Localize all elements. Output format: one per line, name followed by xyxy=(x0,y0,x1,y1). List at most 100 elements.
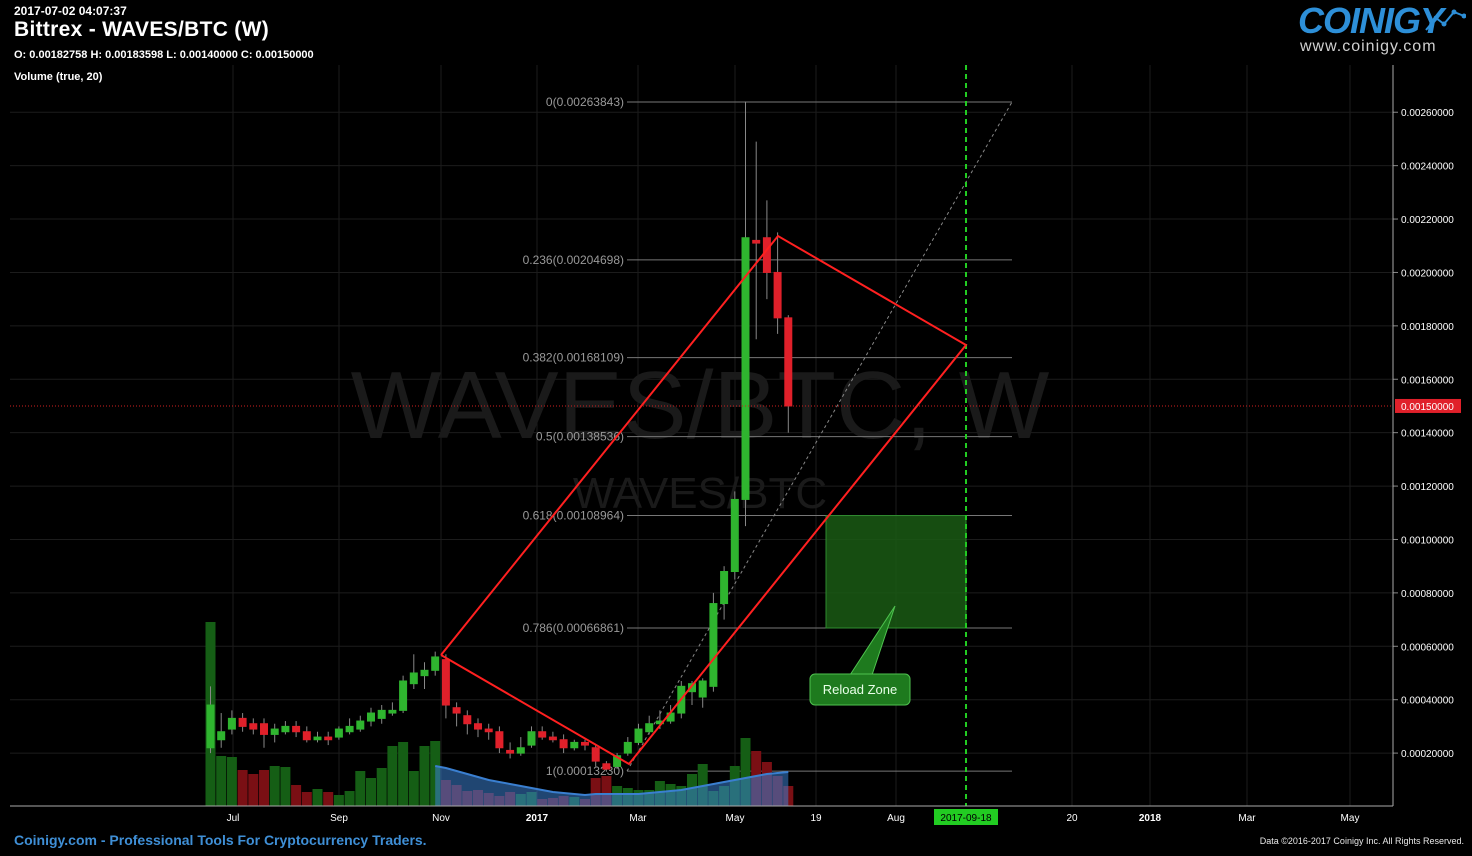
candle-body xyxy=(324,736,333,741)
reload-zone-callout[interactable]: Reload Zone xyxy=(809,605,911,706)
volume-bar xyxy=(740,738,751,806)
volume-bar xyxy=(590,778,601,806)
candle-body xyxy=(784,317,793,407)
reload-zone-label: Reload Zone xyxy=(823,682,897,697)
candle-body xyxy=(441,659,450,706)
x-tick-label: May xyxy=(1341,813,1360,824)
candle-body xyxy=(431,656,440,671)
reload-zone-label-box xyxy=(809,673,911,706)
volume-bar xyxy=(216,756,227,806)
candle-body xyxy=(709,603,718,687)
candle-body xyxy=(260,723,268,735)
y-tick-label: 0.00220000 xyxy=(1401,215,1454,226)
fib-level-label: 0.786(0.00066861) xyxy=(523,621,624,635)
candle-body xyxy=(227,717,236,730)
x-tick-label: 20 xyxy=(1066,813,1078,824)
volume-ma-area xyxy=(435,766,789,806)
logo-url: www.coinigy.com xyxy=(1300,38,1437,55)
y-tick-label: 0.00060000 xyxy=(1401,642,1454,653)
candle-body xyxy=(377,709,386,719)
y-tick-label: 0.00020000 xyxy=(1401,749,1454,760)
candle-body xyxy=(409,672,418,685)
candle-body xyxy=(570,741,579,749)
candle-body xyxy=(367,712,375,722)
candle-body xyxy=(484,728,493,733)
candle-body xyxy=(452,707,461,714)
candle-body xyxy=(281,725,290,733)
reload-zone-box xyxy=(825,515,967,629)
y-tick-label: 0.00120000 xyxy=(1401,482,1454,493)
candle-body xyxy=(623,741,632,754)
reload-zone xyxy=(825,515,967,629)
footer-copyright: Data ©2016-2017 Coinigy Inc. All Rights … xyxy=(1259,836,1464,846)
watermark-small: WAVES/BTC xyxy=(573,469,827,518)
fib-level-label: 0.382(0.00168109) xyxy=(523,351,624,365)
candle-body xyxy=(581,741,589,746)
volume-bar xyxy=(398,742,409,806)
candle-body xyxy=(463,715,472,725)
volume-bar xyxy=(226,757,237,806)
candle-body xyxy=(238,717,247,727)
candle-body xyxy=(634,728,643,743)
volume-bar xyxy=(366,778,376,806)
candle-body xyxy=(538,731,547,738)
candle-body xyxy=(602,763,611,770)
vertical-marker-label-box xyxy=(934,809,998,825)
candle-body xyxy=(591,747,600,762)
volume-bar xyxy=(259,770,269,806)
x-tick-label: 2017 xyxy=(526,813,549,824)
chart-title: Bittrex - WAVES/BTC (W) xyxy=(14,18,270,41)
candle-body xyxy=(645,723,654,733)
fib-level-label: 0.618(0.00108964) xyxy=(523,509,624,523)
volume-bar xyxy=(344,791,355,806)
trend-channel xyxy=(440,234,968,766)
volume-bar xyxy=(291,785,302,806)
y-tick-label: 0.00040000 xyxy=(1401,696,1454,707)
y-tick-label: 0.00100000 xyxy=(1401,535,1454,546)
candle-body xyxy=(527,731,536,746)
current-price-box xyxy=(1395,398,1461,413)
candle-body xyxy=(548,736,557,741)
candle-body xyxy=(399,680,408,711)
candle-body xyxy=(474,723,482,730)
volume-bar xyxy=(601,776,612,806)
fib-level-label: 0.236(0.00204698) xyxy=(523,253,624,267)
candle-body xyxy=(698,680,707,698)
candle-body xyxy=(506,749,515,754)
candle-body xyxy=(270,728,279,735)
volume-bar xyxy=(387,746,398,806)
candle-body xyxy=(388,709,397,714)
volume-bar xyxy=(376,768,387,806)
volume-indicator-label: Volume (true, 20) xyxy=(14,71,103,83)
x-tick-label: Nov xyxy=(432,813,450,824)
candle-body xyxy=(206,704,215,749)
x-tick-label: Sep xyxy=(330,813,348,824)
y-tick-label: 0.00080000 xyxy=(1401,589,1454,600)
candle-body xyxy=(345,725,354,733)
candle-body xyxy=(249,723,258,730)
x-tick-label: Mar xyxy=(629,813,647,824)
volume-bar xyxy=(269,766,280,806)
fibonacci-levels: 0(0.00263843) 0.236(0.00204698) 0.382(0.00… xyxy=(523,95,1013,778)
volume-bar xyxy=(248,774,259,806)
x-tick-label: Aug xyxy=(887,813,905,824)
fib-level-label: 0(0.00263843) xyxy=(546,95,624,109)
volume-bar xyxy=(280,767,291,806)
volume-bar xyxy=(301,792,312,806)
fib-level-label: 0.5(0.00138536) xyxy=(536,430,624,444)
x-tick-label: May xyxy=(726,813,745,824)
candle-body xyxy=(420,669,429,677)
candle-body xyxy=(217,731,226,741)
candle-body xyxy=(302,731,311,741)
candle-body xyxy=(720,571,729,605)
x-tick-label: 19 xyxy=(810,813,822,824)
candle-body xyxy=(334,728,343,738)
candle-body xyxy=(313,736,322,741)
volume-bar xyxy=(408,771,419,806)
footer-tagline[interactable]: Coinigy.com - Professional Tools For Cry… xyxy=(14,832,427,848)
y-tick-label: 0.00240000 xyxy=(1401,162,1454,173)
logo-graph-icon xyxy=(1425,9,1466,31)
watermark: WAVES/BTC, W WAVES/BTC xyxy=(351,352,1050,518)
candle-body xyxy=(773,271,782,319)
